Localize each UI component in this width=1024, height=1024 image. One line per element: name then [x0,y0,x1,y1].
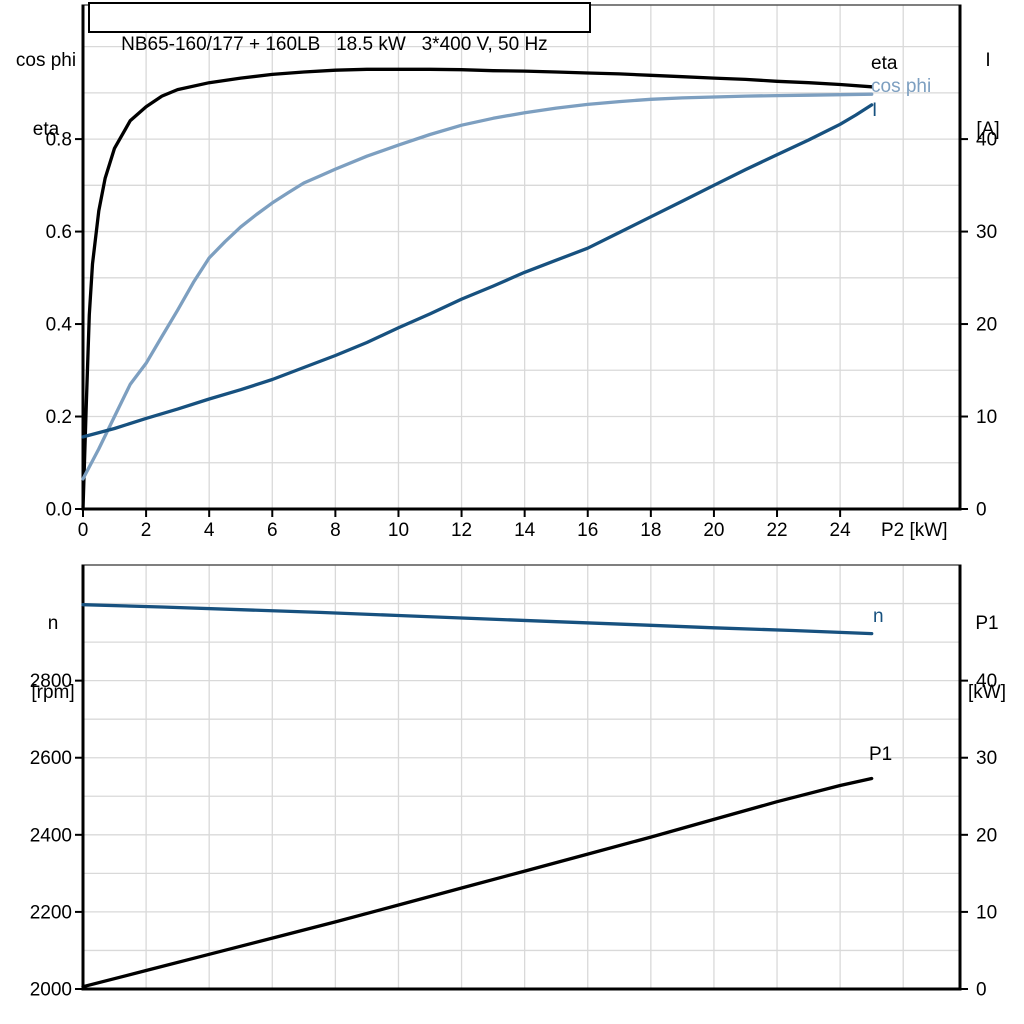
axis-label-kw-unit: [kW] [968,682,1006,703]
chart-title: NB65-160/177 + 160LB 18.5 kW 3*400 V, 50… [121,34,548,55]
left-axis-tick-label: 0.2 [46,407,72,428]
curve-cos-phi [81,92,874,481]
x-axis-label-p2: P2 [kW] [881,520,948,541]
axis-label-eta: eta [32,119,60,140]
axis-label-I: I [985,50,991,71]
x-axis-tick-label: 10 [388,520,409,541]
bottom-right-axis-label: P1 [kW] [956,566,1018,750]
curve-label-cos-phi: cos phi [871,76,932,97]
x-axis-tick-label: 12 [451,520,472,541]
axis-label-cos-phi: cos phi [15,50,77,71]
top-left-axis-label: cos phi eta [6,3,86,187]
x-axis-tick-label: 24 [830,520,852,541]
x-axis-tick-label: 8 [330,520,341,541]
left-axis-tick-label: 0.6 [46,222,72,243]
x-axis-tick-label: 4 [204,520,215,541]
x-axis-tick-label: 0 [78,520,89,541]
right-axis-tick-label: 0 [976,980,987,1001]
axis-label-amps-unit: [A] [976,119,1000,140]
left-axis-tick-label: 0.4 [46,315,73,336]
left-axis-tick-label: 2200 [30,902,72,923]
curve-eta [81,67,874,511]
right-axis-tick-label: 10 [976,902,997,923]
x-axis-tick-label: 20 [703,520,724,541]
right-axis-tick-label: 30 [976,748,997,769]
left-axis-tick-label: 2600 [30,748,72,769]
curve-label-current: I [872,100,878,121]
x-axis-tick-label: 16 [577,520,598,541]
x-axis-tick-label: 6 [267,520,278,541]
left-axis-tick-label: 2400 [30,825,72,846]
bottom-left-axis-label: n [rpm] [12,566,94,750]
x-axis-tick-label: 22 [766,520,787,541]
top-right-axis-label: I [A] [962,3,1014,187]
curve-label-eta: eta [871,53,898,74]
axis-label-rpm-unit: [rpm] [31,682,75,703]
left-axis-tick-label: 2000 [30,980,72,1001]
x-axis-tick-label: 14 [514,520,536,541]
right-axis-tick-label: 30 [976,222,997,243]
right-axis-tick-label: 20 [976,315,997,336]
curve-label-p1: P1 [869,744,893,765]
right-axis-tick-label: 20 [976,825,997,846]
curve-n [81,603,874,636]
axis-label-n: n [47,613,59,634]
right-axis-tick-label: 40 [976,130,997,151]
right-axis-tick-label: 40 [976,671,997,692]
curve-label-speed: n [873,606,884,627]
left-axis-tick-label: 2800 [30,671,72,692]
right-axis-tick-label: 10 [976,407,997,428]
left-axis-tick-label: 0.8 [46,130,72,151]
x-axis-tick-label: 18 [640,520,661,541]
left-axis-tick-label: 0.0 [46,500,72,521]
curve-I [81,103,874,439]
curve-P1 [81,776,874,989]
axis-label-p1: P1 [975,613,999,634]
chart-title-box: NB65-160/177 + 160LB 18.5 kW 3*400 V, 50… [88,2,591,55]
right-axis-tick-label: 0 [976,500,987,521]
x-axis-tick-label: 2 [141,520,152,541]
